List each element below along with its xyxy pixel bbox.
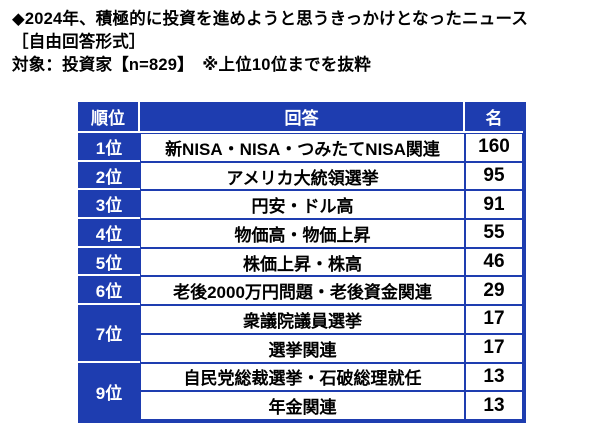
rank-cell-9: 9位 xyxy=(78,362,140,420)
title-block: ◆2024年、積極的に投資を進めようと思うきっかけとなったニュース ［自由回答形… xyxy=(12,8,528,77)
count-cell: 29 xyxy=(465,276,523,306)
count-cell: 46 xyxy=(465,247,523,277)
answer-cell: 老後2000万円問題・老後資金関連 xyxy=(140,276,465,306)
rank-cell-4: 4位 xyxy=(78,219,140,248)
count-cell: 95 xyxy=(465,161,523,191)
column-header-answer: 回答 xyxy=(140,102,465,133)
figure-format-note: ［自由回答形式］ xyxy=(12,33,146,51)
answer-cell: アメリカ大統領選挙 xyxy=(140,161,465,191)
answer-cell: 選挙関連 xyxy=(140,333,465,363)
rank-cell-6: 6位 xyxy=(78,276,140,306)
figure-target-note: 対象：投資家【n=829】 ※上位10位までを抜粋 xyxy=(12,56,371,74)
count-cell: 13 xyxy=(465,362,523,392)
count-cell: 55 xyxy=(465,219,523,248)
rank-cell-2: 2位 xyxy=(78,161,140,191)
column-header-count: 名 xyxy=(465,102,523,133)
answer-cell: 株価上昇・株高 xyxy=(140,247,465,277)
answer-cell: 年金関連 xyxy=(140,391,465,420)
answer-cell: 物価高・物価上昇 xyxy=(140,219,465,248)
ranking-table: 順位 回答 名 1位 新NISA・NISA・つみたてNISA関連 160 2位 … xyxy=(78,102,526,423)
count-cell: 160 xyxy=(465,133,523,162)
count-cell: 17 xyxy=(465,333,523,363)
count-cell: 13 xyxy=(465,391,523,420)
rank-cell-1: 1位 xyxy=(78,133,140,162)
answer-cell: 衆議院議員選挙 xyxy=(140,305,465,334)
rank-cell-3: 3位 xyxy=(78,190,140,220)
count-cell: 91 xyxy=(465,190,523,220)
rank-cell-7: 7位 xyxy=(78,305,140,363)
answer-cell: 自民党総裁選挙・石破総理就任 xyxy=(140,362,465,392)
answer-cell: 円安・ドル高 xyxy=(140,190,465,220)
column-header-rank: 順位 xyxy=(78,102,140,133)
answer-cell: 新NISA・NISA・つみたてNISA関連 xyxy=(140,133,465,162)
count-cell: 17 xyxy=(465,305,523,334)
rank-cell-5: 5位 xyxy=(78,247,140,277)
figure-title: ◆2024年、積極的に投資を進めようと思うきっかけとなったニュース xyxy=(12,10,529,28)
